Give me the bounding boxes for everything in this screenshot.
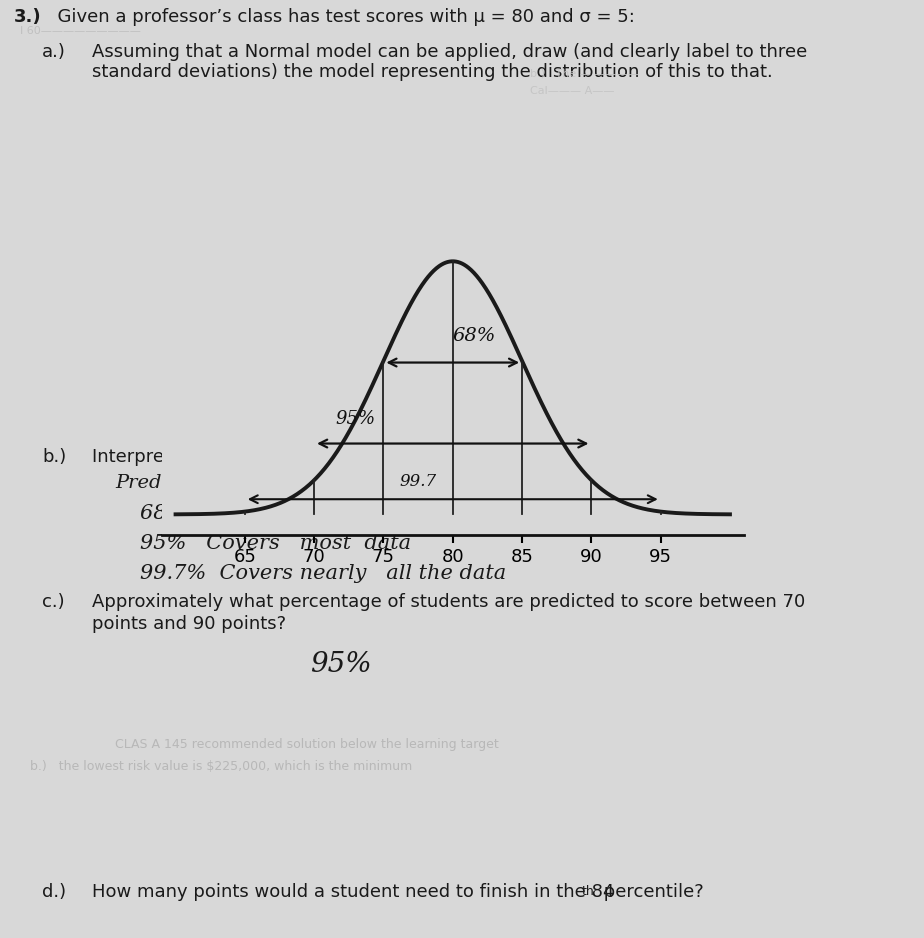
Text: 3.): 3.) xyxy=(14,8,42,26)
Text: b.): b.) xyxy=(42,448,67,466)
Text: 99.7%  Covers nearly   all the data: 99.7% Covers nearly all the data xyxy=(140,564,506,583)
Text: 95%: 95% xyxy=(335,410,376,429)
Text: CLAS A 145 recommended solution below the learning target: CLAS A 145 recommended solution below th… xyxy=(115,738,499,751)
Text: Interpret, in context, what the 68-95-99.7% rule predicts.: Interpret, in context, what the 68-95-99… xyxy=(92,448,610,466)
Text: Given a professor’s class has test scores with μ = 80 and σ = 5:: Given a professor’s class has test score… xyxy=(46,8,635,26)
Text: 99.7: 99.7 xyxy=(399,474,437,491)
Text: 68%: 68% xyxy=(452,326,495,345)
Text: 95%   Covers   most  data: 95% Covers most data xyxy=(140,534,411,553)
Text: percentile?: percentile? xyxy=(598,883,704,901)
Text: standard deviations) the model representing the distribution of this to that.: standard deviations) the model represent… xyxy=(92,63,772,81)
Text: Predicts  the spread of  normal  distribution: Predicts the spread of normal distributi… xyxy=(115,474,551,492)
Text: 95%: 95% xyxy=(310,651,371,678)
Text: Approximately what percentage of students are predicted to score between 70: Approximately what percentage of student… xyxy=(92,593,805,611)
Text: How many points would a student need to finish in the 84: How many points would a student need to … xyxy=(92,883,614,901)
Text: b.)   the lowest risk value is $225,000, which is the minimum: b.) the lowest risk value is $225,000, w… xyxy=(30,760,412,773)
Text: c.): c.) xyxy=(42,593,65,611)
Text: th: th xyxy=(582,885,595,898)
Text: b.)   The — ————: b.) The — ———— xyxy=(530,68,638,78)
Text: d.): d.) xyxy=(42,883,67,901)
Text: Assuming that a Normal model can be applied, draw (and clearly label to three: Assuming that a Normal model can be appl… xyxy=(92,43,808,61)
Text: Cal——— A——: Cal——— A—— xyxy=(530,86,614,96)
Text: 68% Centered   around mean: 68% Centered around mean xyxy=(140,504,452,523)
Text: a.): a.) xyxy=(42,43,66,61)
Text: points and 90 points?: points and 90 points? xyxy=(92,615,286,633)
Text: Ⅰ 60—————————: Ⅰ 60————————— xyxy=(20,26,140,36)
